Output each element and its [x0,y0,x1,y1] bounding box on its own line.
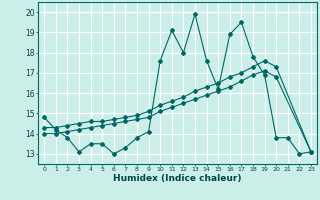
X-axis label: Humidex (Indice chaleur): Humidex (Indice chaleur) [113,174,242,183]
